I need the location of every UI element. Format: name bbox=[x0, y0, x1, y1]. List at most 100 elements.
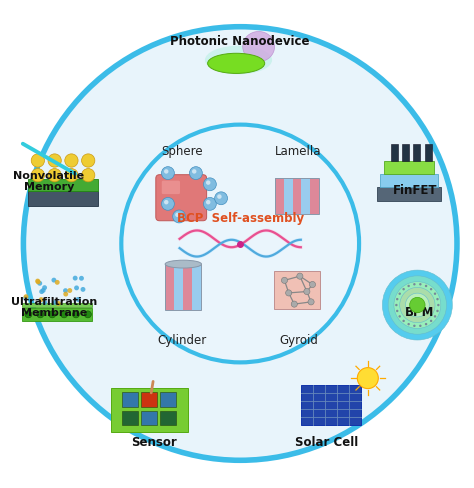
Circle shape bbox=[55, 280, 60, 285]
Text: Gyroid: Gyroid bbox=[279, 333, 318, 346]
Circle shape bbox=[84, 311, 91, 318]
Circle shape bbox=[402, 288, 405, 291]
Bar bbox=[301, 386, 361, 426]
Circle shape bbox=[23, 28, 457, 460]
Circle shape bbox=[419, 284, 421, 286]
Bar bbox=[174, 264, 183, 311]
Bar bbox=[391, 144, 398, 162]
Circle shape bbox=[396, 298, 399, 301]
Circle shape bbox=[81, 287, 85, 292]
Bar bbox=[28, 180, 98, 191]
Circle shape bbox=[282, 278, 288, 284]
Circle shape bbox=[400, 288, 435, 323]
Text: Sensor: Sensor bbox=[131, 435, 177, 448]
Circle shape bbox=[35, 279, 40, 284]
Ellipse shape bbox=[165, 261, 201, 268]
Circle shape bbox=[192, 170, 196, 174]
Bar bbox=[160, 393, 176, 407]
Circle shape bbox=[42, 301, 47, 305]
Bar bbox=[141, 393, 157, 407]
Bar bbox=[292, 179, 301, 215]
Circle shape bbox=[37, 281, 42, 286]
Circle shape bbox=[437, 304, 439, 306]
Circle shape bbox=[31, 169, 45, 183]
Bar bbox=[141, 411, 157, 426]
Circle shape bbox=[162, 198, 174, 211]
Circle shape bbox=[63, 288, 68, 293]
Circle shape bbox=[217, 195, 222, 200]
Circle shape bbox=[164, 201, 168, 205]
Circle shape bbox=[41, 288, 46, 293]
Circle shape bbox=[48, 155, 61, 168]
Circle shape bbox=[56, 302, 61, 306]
Circle shape bbox=[53, 300, 58, 305]
Circle shape bbox=[65, 155, 78, 168]
Circle shape bbox=[49, 311, 55, 318]
Circle shape bbox=[61, 311, 68, 318]
Circle shape bbox=[76, 297, 81, 302]
Circle shape bbox=[25, 311, 32, 318]
Bar bbox=[165, 264, 201, 311]
Circle shape bbox=[430, 320, 432, 323]
Circle shape bbox=[434, 316, 436, 318]
Circle shape bbox=[402, 320, 405, 323]
Bar bbox=[425, 144, 432, 162]
Bar bbox=[380, 175, 438, 187]
Circle shape bbox=[73, 311, 80, 318]
Circle shape bbox=[82, 155, 95, 168]
Circle shape bbox=[410, 298, 425, 313]
Circle shape bbox=[164, 170, 168, 174]
Bar bbox=[413, 144, 420, 162]
Text: Ultrafiltration
Membrane: Ultrafiltration Membrane bbox=[10, 296, 97, 318]
Circle shape bbox=[394, 282, 441, 329]
Circle shape bbox=[39, 298, 44, 303]
Circle shape bbox=[408, 323, 410, 325]
Circle shape bbox=[286, 290, 292, 296]
Circle shape bbox=[399, 293, 401, 295]
Ellipse shape bbox=[205, 47, 272, 75]
Circle shape bbox=[39, 289, 44, 294]
Circle shape bbox=[173, 211, 185, 224]
Circle shape bbox=[79, 276, 84, 281]
Bar bbox=[275, 179, 284, 215]
Circle shape bbox=[64, 292, 68, 297]
Circle shape bbox=[121, 125, 359, 363]
Circle shape bbox=[23, 296, 28, 301]
Circle shape bbox=[162, 167, 174, 180]
Bar bbox=[122, 393, 138, 407]
Circle shape bbox=[430, 288, 432, 291]
Circle shape bbox=[436, 298, 439, 301]
Circle shape bbox=[52, 278, 56, 283]
Circle shape bbox=[408, 285, 410, 287]
Circle shape bbox=[48, 169, 61, 183]
Circle shape bbox=[434, 293, 436, 295]
Bar bbox=[160, 411, 176, 426]
Ellipse shape bbox=[243, 32, 274, 62]
Circle shape bbox=[357, 368, 378, 389]
Circle shape bbox=[206, 201, 210, 205]
Text: BCP  Self-assembly: BCP Self-assembly bbox=[177, 211, 304, 224]
Ellipse shape bbox=[208, 54, 264, 74]
Circle shape bbox=[42, 285, 47, 290]
Text: Nonvolatile
Memory: Nonvolatile Memory bbox=[13, 170, 84, 192]
Circle shape bbox=[388, 276, 447, 335]
Circle shape bbox=[297, 273, 303, 280]
Bar bbox=[301, 179, 310, 215]
Bar bbox=[192, 264, 201, 311]
Text: Sphere: Sphere bbox=[161, 144, 203, 158]
Circle shape bbox=[65, 169, 78, 183]
Text: Cylinder: Cylinder bbox=[157, 333, 207, 346]
Circle shape bbox=[203, 198, 216, 211]
Circle shape bbox=[215, 192, 228, 205]
Text: Solar Cell: Solar Cell bbox=[295, 435, 358, 448]
Bar bbox=[22, 308, 92, 322]
Bar bbox=[165, 264, 174, 311]
Bar bbox=[28, 192, 98, 206]
Circle shape bbox=[436, 310, 439, 312]
Circle shape bbox=[413, 284, 416, 286]
Circle shape bbox=[425, 285, 427, 287]
Circle shape bbox=[310, 282, 316, 288]
Bar bbox=[183, 264, 192, 311]
Bar bbox=[284, 179, 292, 215]
Circle shape bbox=[396, 310, 399, 312]
